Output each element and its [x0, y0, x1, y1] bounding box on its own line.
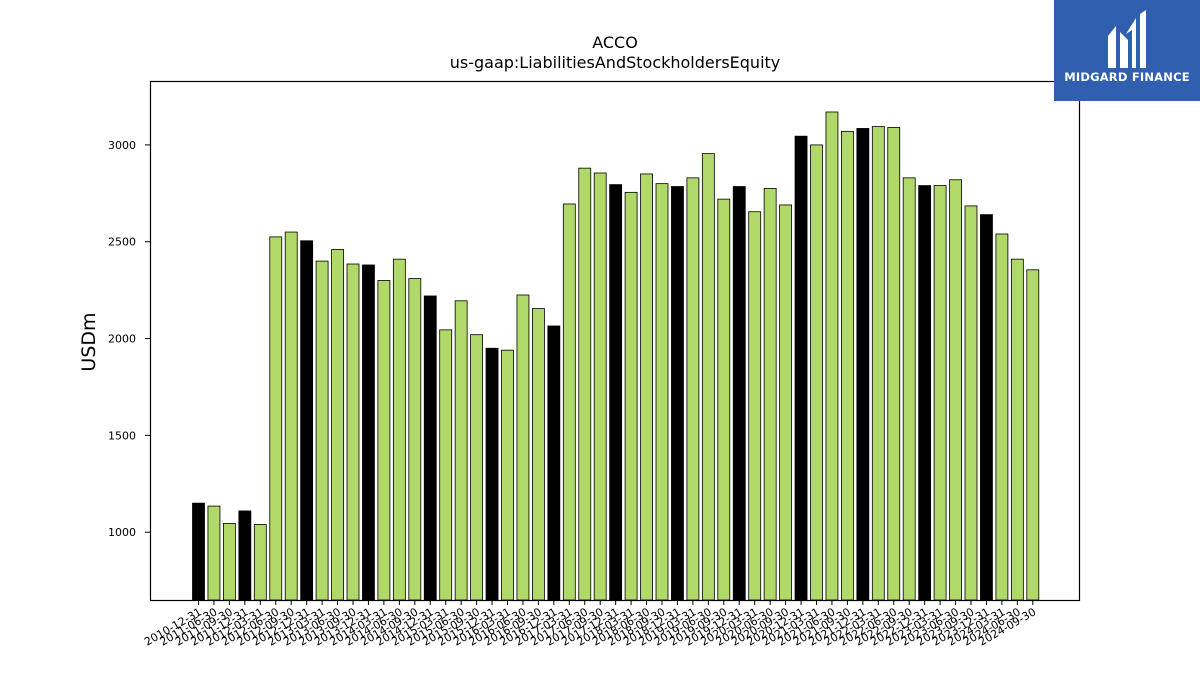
bar	[949, 179, 962, 601]
bar	[238, 510, 252, 601]
bar	[300, 240, 314, 601]
bar	[918, 185, 932, 601]
bar	[346, 263, 360, 601]
bar	[841, 130, 854, 601]
bar	[222, 523, 236, 601]
bar	[825, 111, 839, 601]
y-tick-label: 3000	[108, 139, 136, 152]
bar	[995, 233, 1009, 601]
bar	[887, 127, 901, 601]
bar	[593, 172, 607, 601]
bar	[640, 173, 653, 601]
bars-group	[192, 111, 1040, 601]
bar	[392, 258, 406, 601]
bar	[253, 524, 267, 601]
bar	[980, 214, 993, 601]
bar	[470, 334, 484, 601]
bar	[562, 203, 576, 601]
bar	[1010, 258, 1024, 601]
bar	[423, 295, 437, 601]
bar	[732, 186, 746, 601]
y-axis-ticks: 1000 1500 2000 2500 3000	[108, 139, 150, 539]
bar	[856, 128, 870, 601]
bar	[933, 185, 947, 601]
y-tick-label: 1500	[108, 429, 136, 442]
bar	[377, 280, 391, 601]
bar	[717, 198, 731, 601]
bar	[485, 347, 499, 601]
bar	[408, 278, 422, 601]
y-tick-label: 1000	[108, 526, 136, 539]
bar	[315, 260, 329, 601]
brand-name: MIDGARD FINANCE	[1064, 70, 1190, 84]
bar	[532, 308, 545, 601]
bar	[763, 188, 777, 601]
bar	[964, 205, 978, 601]
bar	[331, 249, 344, 601]
bar	[516, 294, 530, 601]
bar	[578, 167, 592, 601]
bar	[501, 349, 514, 601]
bar	[207, 505, 221, 601]
bar	[902, 177, 916, 601]
bar	[192, 502, 205, 601]
bar	[1026, 269, 1040, 601]
chart-subtitle: us-gaap:LiabilitiesAndStockholdersEquity	[450, 53, 781, 72]
x-axis-ticks: 2010-12-312011-06-302011-09-302011-12-31…	[142, 600, 1038, 649]
y-tick-label: 2500	[108, 236, 136, 249]
bar	[284, 231, 298, 601]
bar	[671, 186, 684, 601]
bar	[609, 184, 623, 601]
plot-frame	[149, 80, 1081, 602]
bar	[871, 126, 885, 601]
bar	[269, 236, 283, 601]
bar	[810, 144, 823, 601]
bar	[748, 211, 762, 601]
bar	[701, 153, 715, 601]
bar	[655, 183, 669, 601]
bar	[779, 204, 792, 601]
bar	[624, 191, 638, 601]
y-tick-label: 2000	[108, 333, 136, 346]
midgard-logo-icon	[1108, 10, 1146, 68]
bar	[454, 300, 468, 601]
bar	[686, 177, 700, 601]
chart-title: ACCO	[592, 33, 638, 52]
bar	[794, 135, 808, 601]
bar	[547, 325, 561, 601]
brand-logo: MIDGARD FINANCE	[1054, 0, 1200, 101]
y-axis-label: USDm	[78, 312, 100, 371]
bar	[362, 264, 375, 601]
bar	[439, 329, 453, 601]
